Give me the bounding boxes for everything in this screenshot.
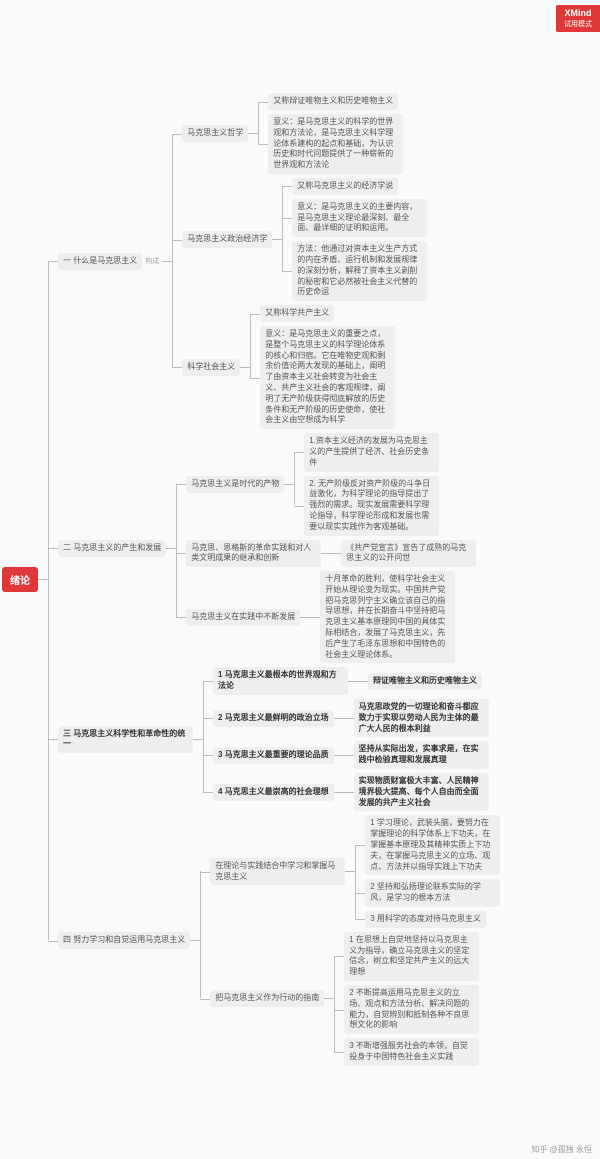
section-3[interactable]: 三 马克思主义科学性和革命性的统一 [58, 726, 193, 754]
leaf[interactable]: 坚持从实际出发，实事求是，在实践中检验真理和发展真理 [354, 741, 489, 769]
leaf[interactable]: 方法：他通过对资本主义生产方式的内在矛盾、运行机制和发展规律的深刻分析，解释了资… [292, 241, 427, 301]
level1-children: 一 什么是马克思主义 构成 马克思主义哲学 又称辩证唯物主义和历史唯物主义 意义… [58, 93, 500, 1066]
leaf[interactable]: 十月革命的胜利，使科学社会主义开始从理论变为现实。中国共产党把马克思列宁主义确立… [320, 571, 455, 663]
leaf[interactable]: 马克思政党的一切理论和奋斗都应致力于实现以劳动人民为主体的最广大人民的根本利益 [354, 699, 489, 737]
leaf[interactable]: 3 不断增强服务社会的本领，自觉投身于中国特色社会主义实践 [344, 1038, 479, 1066]
node-theory-quality[interactable]: 3 马克思主义最重要的理论品质 [213, 747, 334, 764]
section-2[interactable]: 二 马克思主义的产生和发展 [58, 540, 166, 557]
leaf[interactable]: 2 坚持和弘扬理论联系实际的学风，是学习的根本方法 [365, 879, 500, 907]
node-social-ideal[interactable]: 4 马克思主义最崇高的社会理想 [213, 784, 334, 801]
node-worldview[interactable]: 1 马克思主义最根本的世界观和方法论 [213, 667, 348, 695]
node-political-stance[interactable]: 2 马克思主义最鲜明的政治立场 [213, 710, 334, 727]
leaf[interactable]: 1.资本主义经济的发展为马克思主义的产生提供了经济、社会历史条件 [304, 433, 439, 471]
leaf[interactable]: 1 学习理论，武装头脑，要努力在掌握理论的科学体系上下功夫，在掌握基本原理及其精… [365, 815, 500, 875]
leaf[interactable]: 又称马克思主义的经济学说 [292, 178, 398, 195]
leaf[interactable]: 意义：是马克思主义的科学的世界观和方法论，是马克思主义科学理论体系建构的起点和基… [268, 114, 403, 174]
node-philosophy[interactable]: 马克思主义哲学 [182, 125, 248, 142]
leaf[interactable]: 1 在思想上自觉地坚持以马克思主义为指导，确立马克思主义的坚定信念，树立和坚定共… [344, 932, 479, 981]
badge-title: XMind [564, 8, 592, 20]
node-practice-innovation[interactable]: 马克思、恩格斯的革命实践和对人类文明成果的继承和创新 [186, 540, 321, 568]
leaf[interactable]: 实现物质财富极大丰富、人民精神境界极大提高、每个人自由而全面发展的共产主义社会 [354, 773, 489, 811]
node-socialism[interactable]: 科学社会主义 [182, 359, 240, 376]
badge-sub: 试用模式 [564, 20, 592, 29]
root-node[interactable]: 绪论 [2, 567, 38, 592]
node-action-guide[interactable]: 把马克思主义作为行动的指南 [210, 990, 324, 1007]
leaf[interactable]: 意义：是马克思主义的主要内容，是马克思主义理论最深刻、最全面、最详细的证明和运用… [292, 199, 427, 237]
leaf[interactable]: 2 不断提高运用马克思主义的立场、观点和方法分析、解决问题的能力，自觉辨别和抵制… [344, 985, 479, 1034]
mindmap: 绪论 一 什么是马克思主义 构成 马克思主义哲学 又称辩证唯物主义和历史唯物主义… [0, 0, 600, 1159]
node-theory-practice[interactable]: 在理论与实践结合中学习和掌握马克思主义 [210, 858, 345, 886]
tag-composition: 构成 [142, 256, 162, 266]
leaf[interactable]: 3 用科学的态度对待马克思主义 [365, 911, 486, 928]
leaf[interactable]: 又称辩证唯物主义和历史唯物主义 [268, 93, 398, 110]
leaf[interactable]: 2. 无产阶级反对资产阶级的斗争日益激化，为科学理论的指导提出了强烈的需求。现实… [304, 476, 439, 536]
node-economics[interactable]: 马克思主义政治经济学 [182, 231, 272, 248]
leaf[interactable]: 意义：是马克思主义的重要之点，是整个马克思主义的科学理论体系的核心和归宿。它在唯… [260, 326, 395, 429]
node-develop-practice[interactable]: 马克思主义在实践中不断发展 [186, 609, 300, 626]
leaf[interactable]: 辩证唯物主义和历史唯物主义 [368, 673, 482, 690]
leaf[interactable]: 《共产党宣言》宣告了成熟的马克思主义的公开问世 [341, 540, 476, 568]
section-4[interactable]: 四 努力学习和自觉运用马克思主义 [58, 932, 190, 949]
watermark: 知乎 @孤独 永恒 [531, 1144, 592, 1155]
node-era-product[interactable]: 马克思主义是时代的产物 [186, 476, 284, 493]
section-1[interactable]: 一 什么是马克思主义 [58, 253, 142, 270]
xmind-badge: XMind 试用模式 [556, 5, 600, 32]
leaf[interactable]: 又称科学共产主义 [260, 305, 334, 322]
